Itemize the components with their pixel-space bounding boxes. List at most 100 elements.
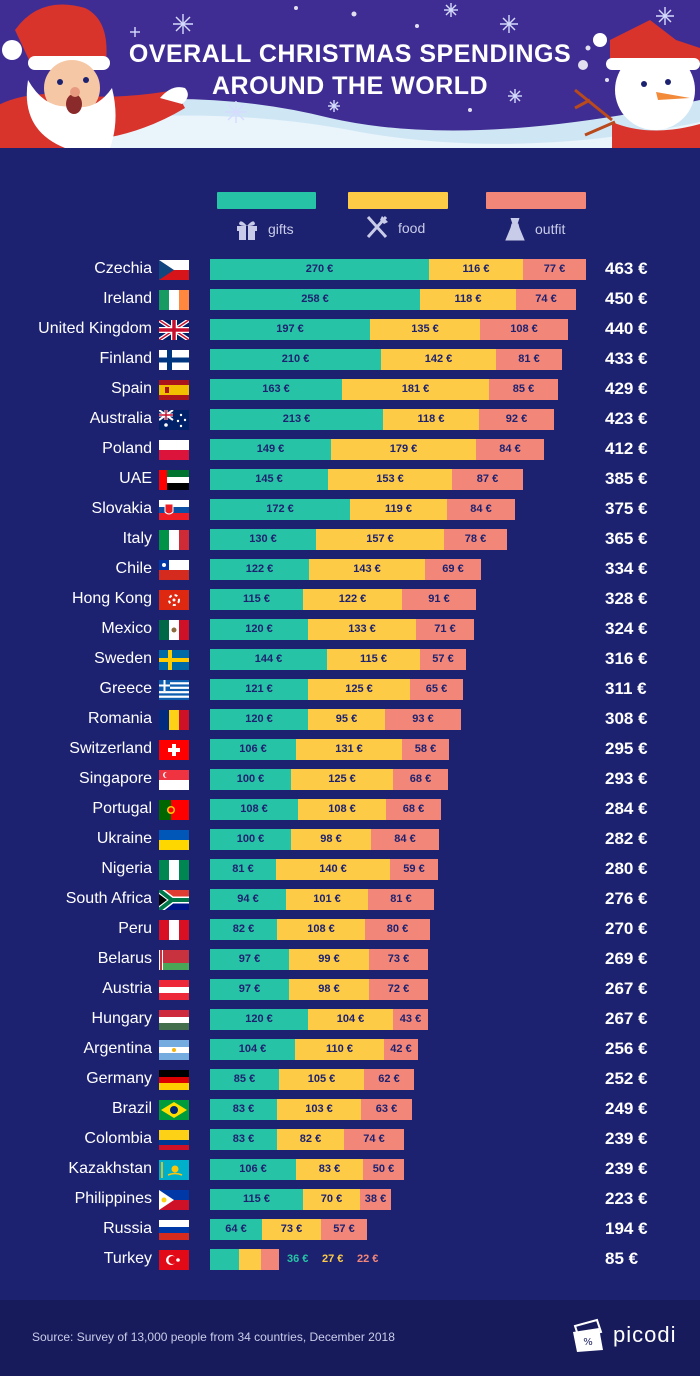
flag-icon xyxy=(159,1190,189,1210)
value-label-outfit: 22 € xyxy=(357,1253,379,1265)
bar-row: Hungary 120 € 104 € 43 € 267 € xyxy=(0,1004,700,1034)
flag-icon xyxy=(159,560,189,580)
value-label-gifts: 100 € xyxy=(236,833,265,845)
country-label: South Africa xyxy=(65,890,152,907)
bar-segment-food: 157 € xyxy=(316,529,444,550)
value-label-gifts: 82 € xyxy=(232,923,255,935)
value-label-food: 82 € xyxy=(299,1133,322,1145)
flag-icon xyxy=(159,500,189,520)
bar-row: Singapore 100 € 125 € 68 € 293 € xyxy=(0,764,700,794)
bar-segment-outfit: 69 € xyxy=(425,559,481,580)
country-label: Mexico xyxy=(101,620,152,637)
value-label-gifts: 258 € xyxy=(301,293,329,305)
bar-segment-food: 181 € xyxy=(342,379,489,400)
value-label-food: 157 € xyxy=(366,533,394,545)
value-label-gifts: 108 € xyxy=(240,803,268,815)
value-label-food: 116 € xyxy=(462,263,490,275)
bar-segment-outfit: 42 € xyxy=(384,1039,418,1060)
value-label-outfit: 91 € xyxy=(428,593,450,605)
bar-row: Finland 210 € 142 € 81 € 433 € xyxy=(0,344,700,374)
country-label: Ireland xyxy=(103,290,152,307)
bar-segment-gifts: 144 € xyxy=(210,649,327,670)
total-label: 267 € xyxy=(605,1009,648,1028)
value-label-gifts: 94 € xyxy=(237,893,259,905)
bar-row: South Africa 94 € 101 € 81 € 276 € xyxy=(0,884,700,914)
value-label-food: 101 € xyxy=(313,893,341,905)
bar-segment-gifts: 64 € xyxy=(210,1219,262,1240)
header-illustration xyxy=(0,0,700,148)
flag-icon xyxy=(159,380,189,400)
bar-segment-gifts: 100 € xyxy=(210,769,291,790)
value-label-gifts: 115 € xyxy=(243,593,270,605)
value-label-gifts: 85 € xyxy=(233,1073,256,1085)
value-label-gifts: 213 € xyxy=(282,413,311,425)
bar-row: Germany 85 € 105 € 62 € 252 € xyxy=(0,1064,700,1094)
flag-icon xyxy=(159,650,189,670)
flag-icon xyxy=(159,320,189,340)
bar-row: Nigeria 81 € 140 € 59 € 280 € xyxy=(0,854,700,884)
value-label-gifts: 115 € xyxy=(243,1193,270,1205)
total-label: 324 € xyxy=(605,619,648,638)
bar-segment-outfit: 43 € xyxy=(393,1009,428,1030)
country-label: Slovakia xyxy=(91,500,152,517)
country-label: Kazakhstan xyxy=(68,1160,152,1177)
bar-segment-outfit: 62 € xyxy=(364,1069,414,1090)
value-label-food: 70 € xyxy=(320,1193,343,1205)
value-label-food: 99 € xyxy=(318,953,340,965)
bar-row: Romania 120 € 95 € 93 € 308 € xyxy=(0,704,700,734)
bar-segment-outfit: 72 € xyxy=(369,979,428,1000)
value-label-outfit: 42 € xyxy=(390,1043,412,1055)
value-label-outfit: 87 € xyxy=(476,473,499,485)
value-label-food: 73 € xyxy=(280,1223,303,1235)
bar-segment-outfit: 85 € xyxy=(489,379,558,400)
value-label-outfit: 68 € xyxy=(409,773,432,785)
bar-segment-outfit xyxy=(261,1249,279,1270)
bar-row: Chile 122 € 143 € 69 € 334 € xyxy=(0,554,700,584)
bar-segment-gifts: 83 € xyxy=(210,1099,277,1120)
flag-icon xyxy=(159,440,189,460)
bar-row: United Kingdom 197 € 135 € 108 € 440 € xyxy=(0,314,700,344)
country-label: Greece xyxy=(99,680,152,697)
bar-row: Portugal 108 € 108 € 68 € 284 € xyxy=(0,794,700,824)
bar-segment-gifts: 122 € xyxy=(210,559,309,580)
value-label-outfit: 81 € xyxy=(518,353,540,365)
value-label-gifts: 81 € xyxy=(232,863,254,875)
picodi-logo-icon: % xyxy=(573,1318,603,1352)
bar-segment-gifts: 104 € xyxy=(210,1039,295,1060)
source-note: Source: Survey of 13,000 people from 34 … xyxy=(32,1330,395,1344)
value-label-outfit: 93 € xyxy=(412,713,434,725)
flag-icon xyxy=(159,680,189,700)
value-label-gifts: 121 € xyxy=(245,683,273,695)
value-label-gifts: 122 € xyxy=(245,563,274,575)
value-label-food: 103 € xyxy=(305,1103,333,1115)
total-label: 375 € xyxy=(605,499,648,518)
bar-segment-gifts: 258 € xyxy=(210,289,420,310)
value-label-food: 98 € xyxy=(318,983,340,995)
country-label: Austria xyxy=(102,980,152,997)
total-label: 311 € xyxy=(605,679,647,698)
value-label-outfit: 74 € xyxy=(535,293,557,305)
flag-icon xyxy=(159,950,189,970)
total-label: 267 € xyxy=(605,979,648,998)
bar-segment-gifts: 120 € xyxy=(210,709,308,730)
bar-row: Mexico 120 € 133 € 71 € 324 € xyxy=(0,614,700,644)
legend-swatch-gifts xyxy=(217,192,316,209)
bar-segment-outfit: 68 € xyxy=(386,799,441,820)
value-label-food: 118 € xyxy=(454,293,482,305)
value-label-food: 131 € xyxy=(335,743,363,755)
value-label-food: 108 € xyxy=(307,923,335,935)
legend-swatch-outfit xyxy=(486,192,586,209)
value-label-gifts: 149 € xyxy=(256,443,285,455)
total-label: 252 € xyxy=(605,1069,648,1088)
santa-illustration xyxy=(0,4,188,148)
flag-icon xyxy=(159,530,189,550)
value-label-food: 133 € xyxy=(348,623,376,635)
bar-segment-gifts: 106 € xyxy=(210,739,296,760)
bar-segment-outfit: 77 € xyxy=(523,259,586,280)
total-label: 276 € xyxy=(605,889,648,908)
value-label-food: 119 € xyxy=(385,503,412,515)
bar-segment-outfit: 63 € xyxy=(361,1099,412,1120)
bar-segment-food: 118 € xyxy=(420,289,516,310)
bar-segment-food: 99 € xyxy=(289,949,369,970)
flag-icon xyxy=(159,1010,189,1030)
